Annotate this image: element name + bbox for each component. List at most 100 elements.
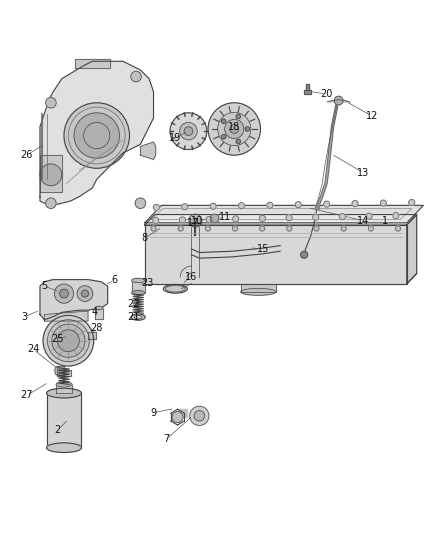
Circle shape — [172, 411, 183, 423]
Circle shape — [230, 125, 239, 133]
Polygon shape — [241, 284, 276, 292]
Circle shape — [210, 203, 216, 209]
Polygon shape — [88, 332, 96, 338]
Circle shape — [295, 201, 301, 208]
Ellipse shape — [46, 389, 81, 398]
Ellipse shape — [132, 290, 145, 295]
Polygon shape — [40, 61, 153, 205]
Circle shape — [236, 114, 240, 119]
Circle shape — [206, 216, 212, 222]
Polygon shape — [315, 205, 319, 209]
Circle shape — [238, 203, 244, 209]
Polygon shape — [40, 280, 108, 320]
Circle shape — [179, 217, 185, 223]
Ellipse shape — [56, 382, 72, 387]
Circle shape — [74, 113, 120, 158]
Circle shape — [153, 204, 159, 211]
Circle shape — [180, 123, 197, 140]
Text: 4: 4 — [92, 308, 98, 317]
Text: 18: 18 — [228, 122, 240, 132]
Text: 14: 14 — [357, 216, 369, 225]
Text: 13: 13 — [357, 168, 369, 177]
Circle shape — [210, 214, 219, 223]
Text: 9: 9 — [150, 408, 156, 418]
Text: 1: 1 — [382, 216, 388, 225]
Circle shape — [233, 226, 238, 231]
Text: 5: 5 — [41, 281, 47, 291]
Polygon shape — [132, 280, 145, 293]
Ellipse shape — [55, 367, 60, 375]
Text: 20: 20 — [320, 89, 332, 99]
Circle shape — [324, 201, 330, 207]
Polygon shape — [145, 225, 407, 284]
Polygon shape — [145, 215, 417, 225]
Polygon shape — [95, 308, 103, 319]
Circle shape — [47, 320, 89, 362]
Text: 12: 12 — [366, 111, 378, 121]
Polygon shape — [56, 384, 72, 393]
Text: 27: 27 — [21, 390, 33, 400]
Circle shape — [205, 226, 211, 231]
Circle shape — [57, 330, 79, 352]
Circle shape — [208, 103, 261, 155]
Text: 25: 25 — [51, 334, 64, 344]
Circle shape — [222, 134, 226, 139]
Circle shape — [52, 324, 85, 357]
Circle shape — [64, 103, 130, 168]
Circle shape — [267, 202, 273, 208]
Polygon shape — [46, 393, 81, 448]
Text: 7: 7 — [163, 434, 170, 444]
Text: 3: 3 — [21, 312, 28, 322]
Circle shape — [178, 226, 183, 231]
Ellipse shape — [131, 314, 145, 320]
Circle shape — [313, 214, 319, 220]
Polygon shape — [57, 366, 71, 376]
Circle shape — [366, 213, 372, 219]
Circle shape — [184, 127, 193, 135]
Circle shape — [286, 215, 292, 221]
Circle shape — [40, 164, 62, 185]
Polygon shape — [304, 90, 311, 94]
Circle shape — [194, 410, 205, 421]
Polygon shape — [191, 246, 280, 258]
Polygon shape — [306, 84, 309, 90]
Ellipse shape — [241, 288, 276, 295]
Circle shape — [339, 214, 346, 220]
Circle shape — [43, 316, 94, 366]
Circle shape — [236, 139, 240, 143]
Polygon shape — [191, 223, 200, 225]
Text: 16: 16 — [184, 272, 197, 282]
Ellipse shape — [95, 306, 103, 310]
Ellipse shape — [132, 278, 145, 282]
Ellipse shape — [46, 443, 81, 453]
Circle shape — [81, 290, 88, 297]
Circle shape — [190, 406, 209, 425]
Polygon shape — [141, 142, 155, 159]
Circle shape — [396, 226, 401, 231]
Circle shape — [189, 214, 202, 227]
Circle shape — [245, 127, 250, 131]
Circle shape — [46, 98, 56, 108]
Polygon shape — [75, 59, 110, 68]
Circle shape — [151, 226, 156, 231]
Polygon shape — [180, 266, 191, 277]
Circle shape — [314, 226, 319, 231]
Circle shape — [46, 198, 56, 208]
Circle shape — [380, 200, 386, 206]
Circle shape — [259, 215, 265, 221]
Polygon shape — [327, 100, 350, 102]
Circle shape — [368, 226, 374, 231]
Text: 24: 24 — [27, 344, 39, 354]
Text: 2: 2 — [54, 425, 60, 435]
Text: 26: 26 — [21, 150, 33, 160]
Polygon shape — [178, 409, 187, 417]
Polygon shape — [44, 311, 88, 321]
Text: 23: 23 — [141, 278, 153, 288]
Circle shape — [170, 113, 207, 149]
Circle shape — [182, 204, 188, 210]
Text: 28: 28 — [91, 322, 103, 333]
Text: 6: 6 — [111, 276, 117, 286]
Text: 10: 10 — [191, 216, 203, 225]
Polygon shape — [407, 215, 417, 284]
Circle shape — [260, 226, 265, 231]
